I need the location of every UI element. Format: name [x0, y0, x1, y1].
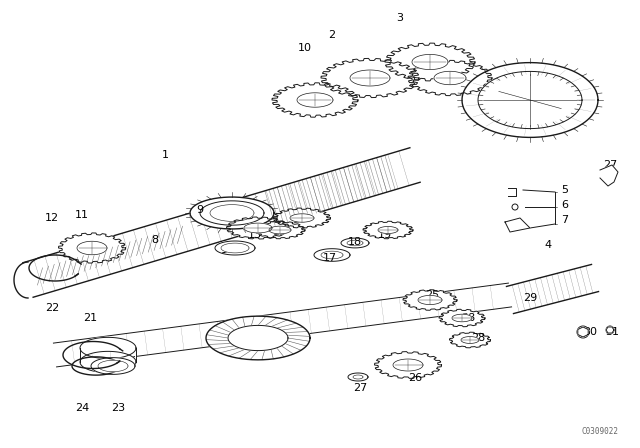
Polygon shape: [374, 352, 442, 379]
Text: 7: 7: [561, 215, 568, 225]
Polygon shape: [273, 208, 330, 228]
Text: C0309022: C0309022: [582, 427, 618, 436]
Text: 28: 28: [471, 333, 485, 343]
Text: 27: 27: [603, 160, 617, 170]
Text: 19: 19: [378, 230, 392, 240]
Polygon shape: [478, 71, 582, 129]
Polygon shape: [578, 327, 588, 337]
Polygon shape: [418, 295, 442, 305]
Polygon shape: [353, 375, 363, 379]
Polygon shape: [58, 233, 125, 263]
Polygon shape: [452, 314, 472, 322]
Polygon shape: [321, 251, 343, 259]
Polygon shape: [53, 283, 511, 367]
Text: 18: 18: [348, 237, 362, 247]
Text: 29: 29: [523, 293, 537, 303]
Text: 22: 22: [45, 303, 59, 313]
Polygon shape: [347, 240, 363, 246]
Polygon shape: [348, 373, 368, 381]
Text: 16: 16: [293, 215, 307, 225]
Polygon shape: [200, 201, 264, 225]
Polygon shape: [272, 83, 358, 117]
Text: 2: 2: [328, 30, 335, 40]
Polygon shape: [290, 214, 314, 222]
Polygon shape: [206, 316, 310, 360]
Polygon shape: [449, 332, 490, 348]
Polygon shape: [350, 70, 390, 86]
Polygon shape: [228, 325, 288, 351]
Polygon shape: [341, 238, 369, 248]
Polygon shape: [393, 359, 423, 371]
Text: 20: 20: [253, 343, 267, 353]
Polygon shape: [378, 227, 398, 233]
Polygon shape: [403, 290, 457, 310]
Text: 12: 12: [45, 213, 59, 223]
Text: 21: 21: [83, 313, 97, 323]
Polygon shape: [606, 327, 614, 333]
Polygon shape: [434, 71, 466, 85]
Polygon shape: [412, 55, 448, 69]
Polygon shape: [505, 218, 530, 232]
Polygon shape: [408, 60, 492, 95]
Text: 6: 6: [561, 200, 568, 210]
Polygon shape: [269, 226, 291, 234]
Text: 23: 23: [111, 403, 125, 413]
Circle shape: [577, 326, 589, 338]
Polygon shape: [91, 358, 135, 375]
Text: 13: 13: [248, 230, 262, 240]
Polygon shape: [297, 93, 333, 107]
Text: 26: 26: [408, 373, 422, 383]
Polygon shape: [227, 217, 289, 239]
Polygon shape: [210, 205, 254, 221]
Text: 14: 14: [221, 245, 235, 255]
Polygon shape: [314, 249, 350, 261]
Polygon shape: [72, 357, 120, 375]
Text: 15: 15: [273, 227, 287, 237]
Text: 4: 4: [545, 240, 552, 250]
Polygon shape: [98, 360, 128, 372]
Polygon shape: [506, 264, 598, 314]
Text: 27: 27: [353, 383, 367, 393]
Text: 30: 30: [583, 327, 597, 337]
Text: 8: 8: [152, 235, 159, 245]
Polygon shape: [23, 148, 420, 297]
Polygon shape: [385, 43, 475, 81]
Polygon shape: [461, 336, 479, 344]
Text: 1: 1: [161, 150, 168, 160]
Text: 5: 5: [561, 185, 568, 195]
Text: 31: 31: [605, 327, 619, 337]
Polygon shape: [439, 309, 485, 327]
Polygon shape: [363, 221, 413, 239]
Polygon shape: [221, 243, 249, 253]
Polygon shape: [80, 337, 136, 373]
Text: 9: 9: [196, 205, 204, 215]
Polygon shape: [321, 58, 419, 98]
Circle shape: [512, 204, 518, 210]
Polygon shape: [255, 221, 305, 239]
Polygon shape: [600, 165, 618, 186]
Text: 11: 11: [75, 210, 89, 220]
Polygon shape: [190, 197, 274, 229]
Polygon shape: [14, 262, 33, 298]
Polygon shape: [462, 63, 598, 138]
Polygon shape: [215, 241, 255, 255]
Text: 17: 17: [323, 253, 337, 263]
Circle shape: [606, 326, 614, 334]
Text: 25: 25: [425, 290, 439, 300]
Text: 3: 3: [397, 13, 403, 23]
Polygon shape: [244, 223, 272, 233]
Polygon shape: [77, 241, 107, 255]
Text: 24: 24: [75, 403, 89, 413]
Text: 28: 28: [461, 313, 475, 323]
Text: 10: 10: [298, 43, 312, 53]
